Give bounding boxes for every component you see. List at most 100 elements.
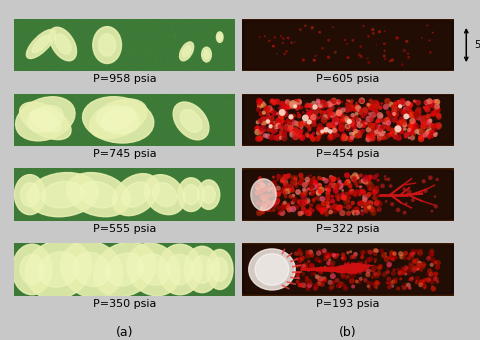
Point [117,269,125,274]
Point [389,254,397,260]
Point [401,122,408,128]
Point [169,261,177,267]
Point [163,193,170,199]
Point [410,251,418,256]
Point [142,43,150,49]
Point [334,116,341,122]
Point [74,259,82,264]
Point [396,106,404,112]
Point [122,269,130,274]
Point [83,251,90,256]
Point [132,276,140,282]
Point [190,134,198,140]
Point [96,110,104,116]
Point [24,123,32,129]
Point [212,39,219,45]
Point [24,174,32,180]
Point [230,185,238,190]
Point [177,112,184,117]
Point [64,126,72,132]
Point [207,69,215,74]
Point [366,203,373,208]
Point [11,243,18,249]
Point [305,181,312,186]
Point [362,203,370,208]
Point [92,167,99,173]
Point [329,24,337,30]
Point [20,201,27,207]
Point [16,56,24,62]
Point [42,137,50,142]
Point [149,44,156,50]
Point [375,201,383,206]
Point [231,188,239,193]
Point [68,178,75,183]
Point [278,118,286,123]
Point [195,126,203,132]
Point [388,280,396,285]
Point [23,279,30,285]
Point [68,271,75,276]
Point [142,24,149,30]
Point [402,110,409,115]
Point [298,202,305,207]
Point [118,32,126,38]
Point [359,114,367,119]
Point [434,124,442,130]
Point [207,281,215,287]
Point [357,201,364,207]
Point [85,199,93,204]
Point [46,203,54,208]
Point [205,20,213,25]
Point [161,249,168,254]
Point [280,132,288,138]
Point [132,49,140,54]
Point [151,190,159,196]
Point [171,183,179,188]
Point [89,184,97,189]
Point [102,48,109,53]
Point [173,187,181,192]
Point [324,252,332,257]
Point [109,262,117,268]
Point [163,121,171,126]
Point [218,180,226,185]
Point [334,120,341,125]
Point [170,34,178,39]
Point [172,142,180,147]
Point [276,117,284,123]
Point [181,44,189,50]
Point [43,118,51,123]
Point [256,34,264,39]
Point [48,94,55,99]
Point [93,287,101,292]
Point [354,106,362,112]
Point [13,105,21,110]
Point [199,96,206,101]
Point [149,24,156,30]
Point [95,126,102,132]
Point [208,266,216,272]
Point [156,177,164,183]
Point [406,285,414,291]
Point [138,99,146,105]
Point [374,177,382,183]
Point [382,251,390,256]
Point [147,108,155,114]
Point [318,282,326,287]
Point [136,265,144,270]
Point [78,285,85,290]
Point [61,171,69,177]
Point [133,172,141,177]
Point [331,128,339,134]
Point [356,122,363,128]
Point [26,120,34,125]
Point [137,55,144,60]
Point [177,260,185,266]
Point [100,143,108,149]
Point [115,51,122,56]
Point [311,115,319,120]
Point [52,49,60,54]
Point [78,291,86,297]
Point [13,174,21,180]
